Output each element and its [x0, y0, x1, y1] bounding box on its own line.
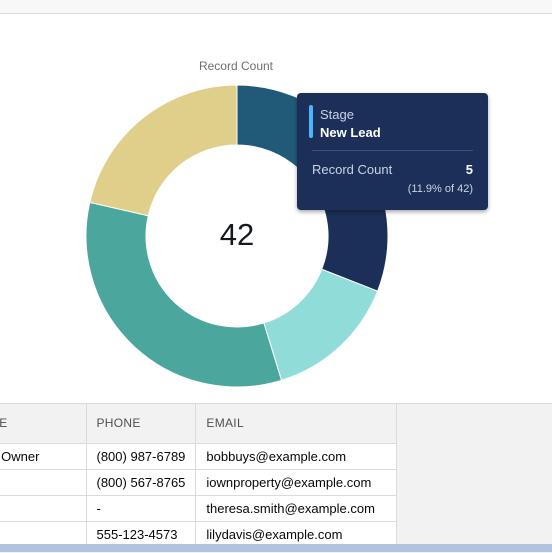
donut-slice-3[interactable] [263, 268, 379, 381]
chart-title: Record Count [198, 59, 274, 73]
tooltip-color-indicator [309, 105, 313, 138]
chart-tooltip: Stage New Lead Record Count 5 (11.9% of … [297, 93, 488, 210]
bottom-scroll-bar[interactable] [0, 544, 552, 552]
table-row[interactable]: r (800) 567-8765 iownproperty@example.co… [0, 469, 398, 496]
cell-email: iownproperty@example.com [195, 469, 398, 496]
donut-chart-card: Record Count 42 Stage New Lead Record Co… [0, 14, 552, 402]
cell-phone: (800) 987-6789 [86, 443, 197, 470]
table-row[interactable]: y Owner (800) 987-6789 bobbuys@example.c… [0, 443, 398, 470]
cell-type: y Owner [0, 443, 87, 470]
top-header-strip [0, 0, 552, 14]
tooltip-measure-value: 5 [465, 162, 473, 177]
cell-type: r [0, 469, 87, 496]
records-table-area: PE PHONE EMAIL y Owner (800) 987-6789 bo… [0, 403, 552, 553]
column-header-phone[interactable]: PHONE [86, 404, 197, 444]
cell-phone: (800) 567-8765 [86, 469, 197, 496]
donut-slice-5[interactable] [89, 84, 238, 217]
tooltip-dimension-label: Stage [320, 107, 354, 122]
table-header-row: PE PHONE EMAIL [0, 404, 398, 444]
cell-type [0, 495, 87, 522]
tooltip-measure-label: Record Count [312, 162, 393, 177]
tooltip-dimension-value: New Lead [320, 125, 381, 140]
column-header-email[interactable]: EMAIL [195, 404, 398, 444]
tooltip-divider [312, 150, 473, 151]
tooltip-percent: (11.9% of 42) [407, 183, 473, 195]
cell-email: bobbuys@example.com [195, 443, 398, 470]
donut-center-total: 42 [219, 217, 255, 252]
records-table: PE PHONE EMAIL y Owner (800) 987-6789 bo… [0, 404, 398, 548]
table-row[interactable]: - theresa.smith@example.com [0, 495, 398, 522]
cell-email: theresa.smith@example.com [195, 495, 398, 522]
donut-slice-4[interactable] [85, 201, 283, 388]
column-header-type[interactable]: PE [0, 404, 87, 444]
cell-phone: - [86, 495, 197, 522]
